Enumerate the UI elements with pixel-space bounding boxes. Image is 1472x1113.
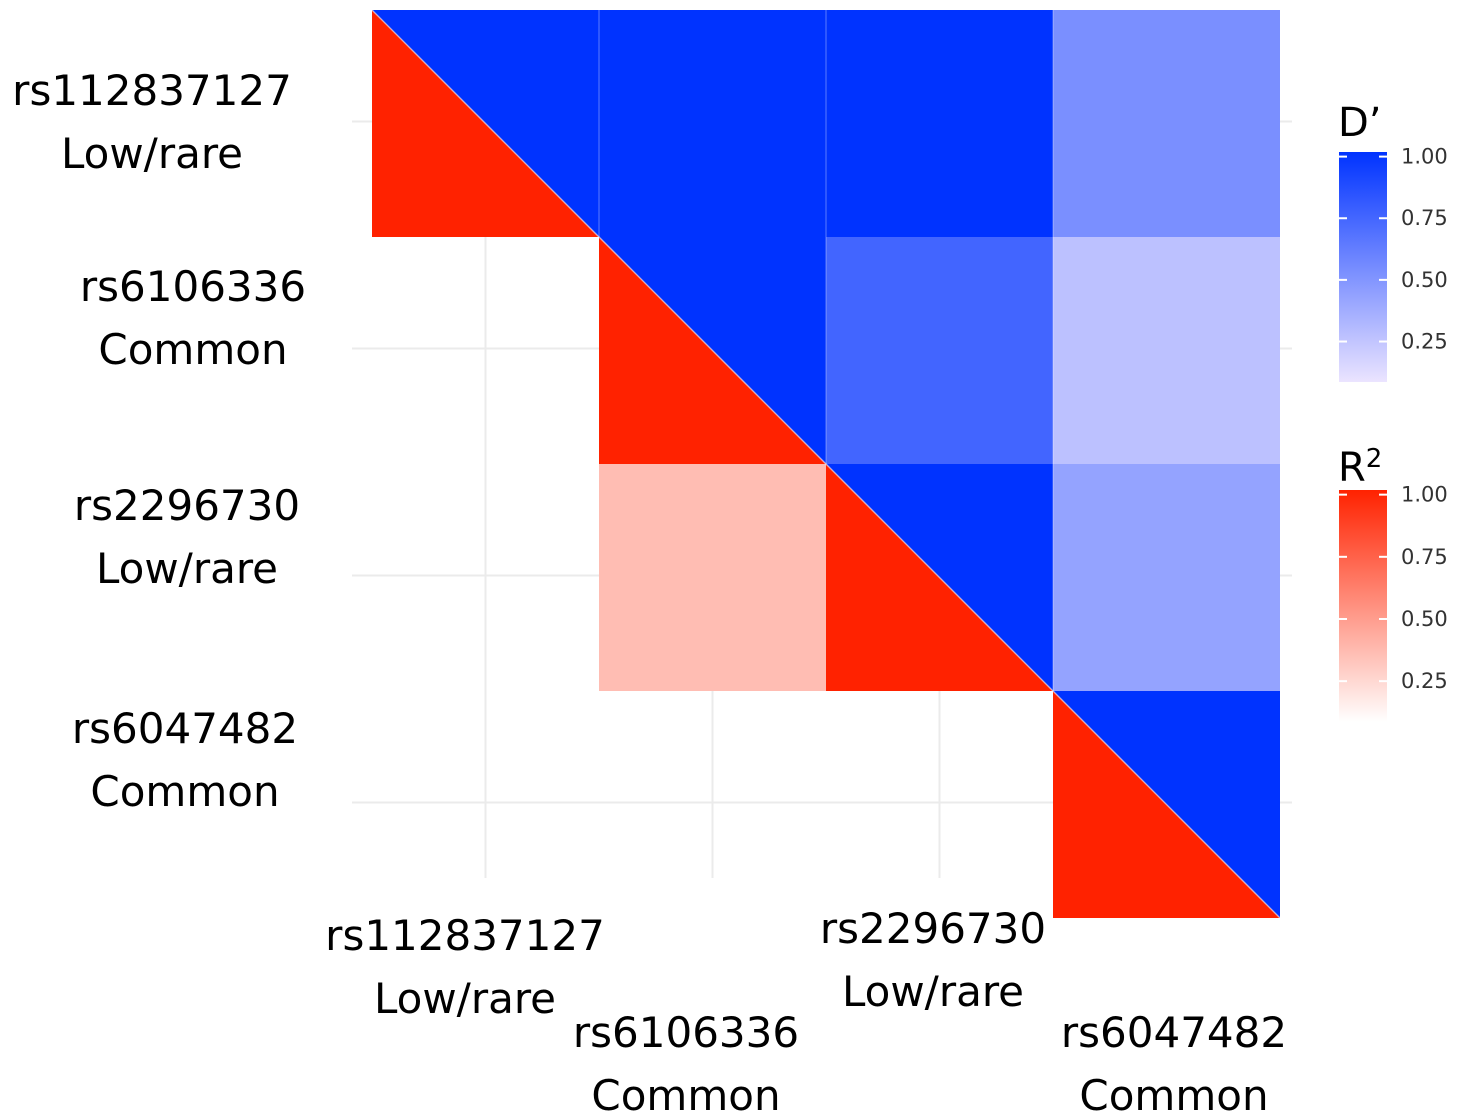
- x-tick-label-id: rs112837127: [325, 911, 605, 960]
- legend-tick-label: 0.75: [1401, 206, 1448, 230]
- dprime-tile-rs112837127-rs6106336: [599, 10, 826, 237]
- y-tick-label-freq: Low/rare: [61, 129, 243, 178]
- x-tick-label-freq: Common: [1079, 1071, 1268, 1113]
- legend-title-0: D’: [1338, 100, 1382, 146]
- legend-tick-label: 1.00: [1401, 145, 1448, 169]
- y-tick-label-freq: Common: [90, 767, 279, 816]
- y-tick-label-freq: Low/rare: [96, 544, 278, 593]
- legend-tick-label: 0.25: [1401, 669, 1448, 693]
- dprime-tile-rs6106336-rs2296730: [826, 237, 1053, 464]
- legend-tick-label: 0.25: [1401, 330, 1448, 354]
- y-axis-labels: rs112837127 Low/rare rs6106336 Common rs2296…: [12, 66, 306, 816]
- x-axis-labels: rs112837127 Low/rare rs6106336 Common rs2296…: [325, 904, 1287, 1113]
- y-tick-label-id: rs6047482: [72, 704, 298, 753]
- legend-colorbar-0: [1339, 152, 1387, 382]
- x-tick-label-id: rs6106336: [573, 1008, 799, 1057]
- y-tick-label-freq: Common: [98, 325, 287, 374]
- x-tick-label-freq: Low/rare: [842, 967, 1024, 1016]
- diagonal-line: [371, 9, 1281, 919]
- legend-colorbar-1: [1339, 490, 1387, 722]
- x-tick-label-freq: Common: [591, 1071, 780, 1113]
- legend-tick-label: 0.50: [1401, 268, 1448, 292]
- legend-tick-label: 0.75: [1401, 545, 1448, 569]
- rsquared-tile-rs2296730-rs6106336: [599, 464, 826, 691]
- legend-tick-label: 0.50: [1401, 607, 1448, 631]
- legends: D’ 1.00 0.75 0.50 0.25 R2 1.00 0.75 0.50 0.25: [1338, 100, 1448, 722]
- x-tick-label-freq: Low/rare: [374, 974, 556, 1023]
- dprime-tile-rs6106336-rs6047482: [1053, 237, 1280, 464]
- legend-title-1: R2: [1338, 444, 1382, 491]
- y-tick-label-id: rs2296730: [74, 481, 300, 530]
- y-tick-label-id: rs6106336: [80, 262, 306, 311]
- dprime-tile-rs2296730-rs6047482: [1053, 464, 1280, 691]
- dprime-tile-rs112837127-rs2296730: [826, 10, 1053, 237]
- heatmap-tiles: [371, 9, 1281, 919]
- x-tick-label-id: rs6047482: [1061, 1008, 1287, 1057]
- x-tick-label-id: rs2296730: [820, 904, 1046, 953]
- legend-tick-label: 1.00: [1401, 483, 1448, 507]
- dprime-tile-rs112837127-rs6047482: [1053, 10, 1280, 237]
- y-tick-label-id: rs112837127: [12, 66, 292, 115]
